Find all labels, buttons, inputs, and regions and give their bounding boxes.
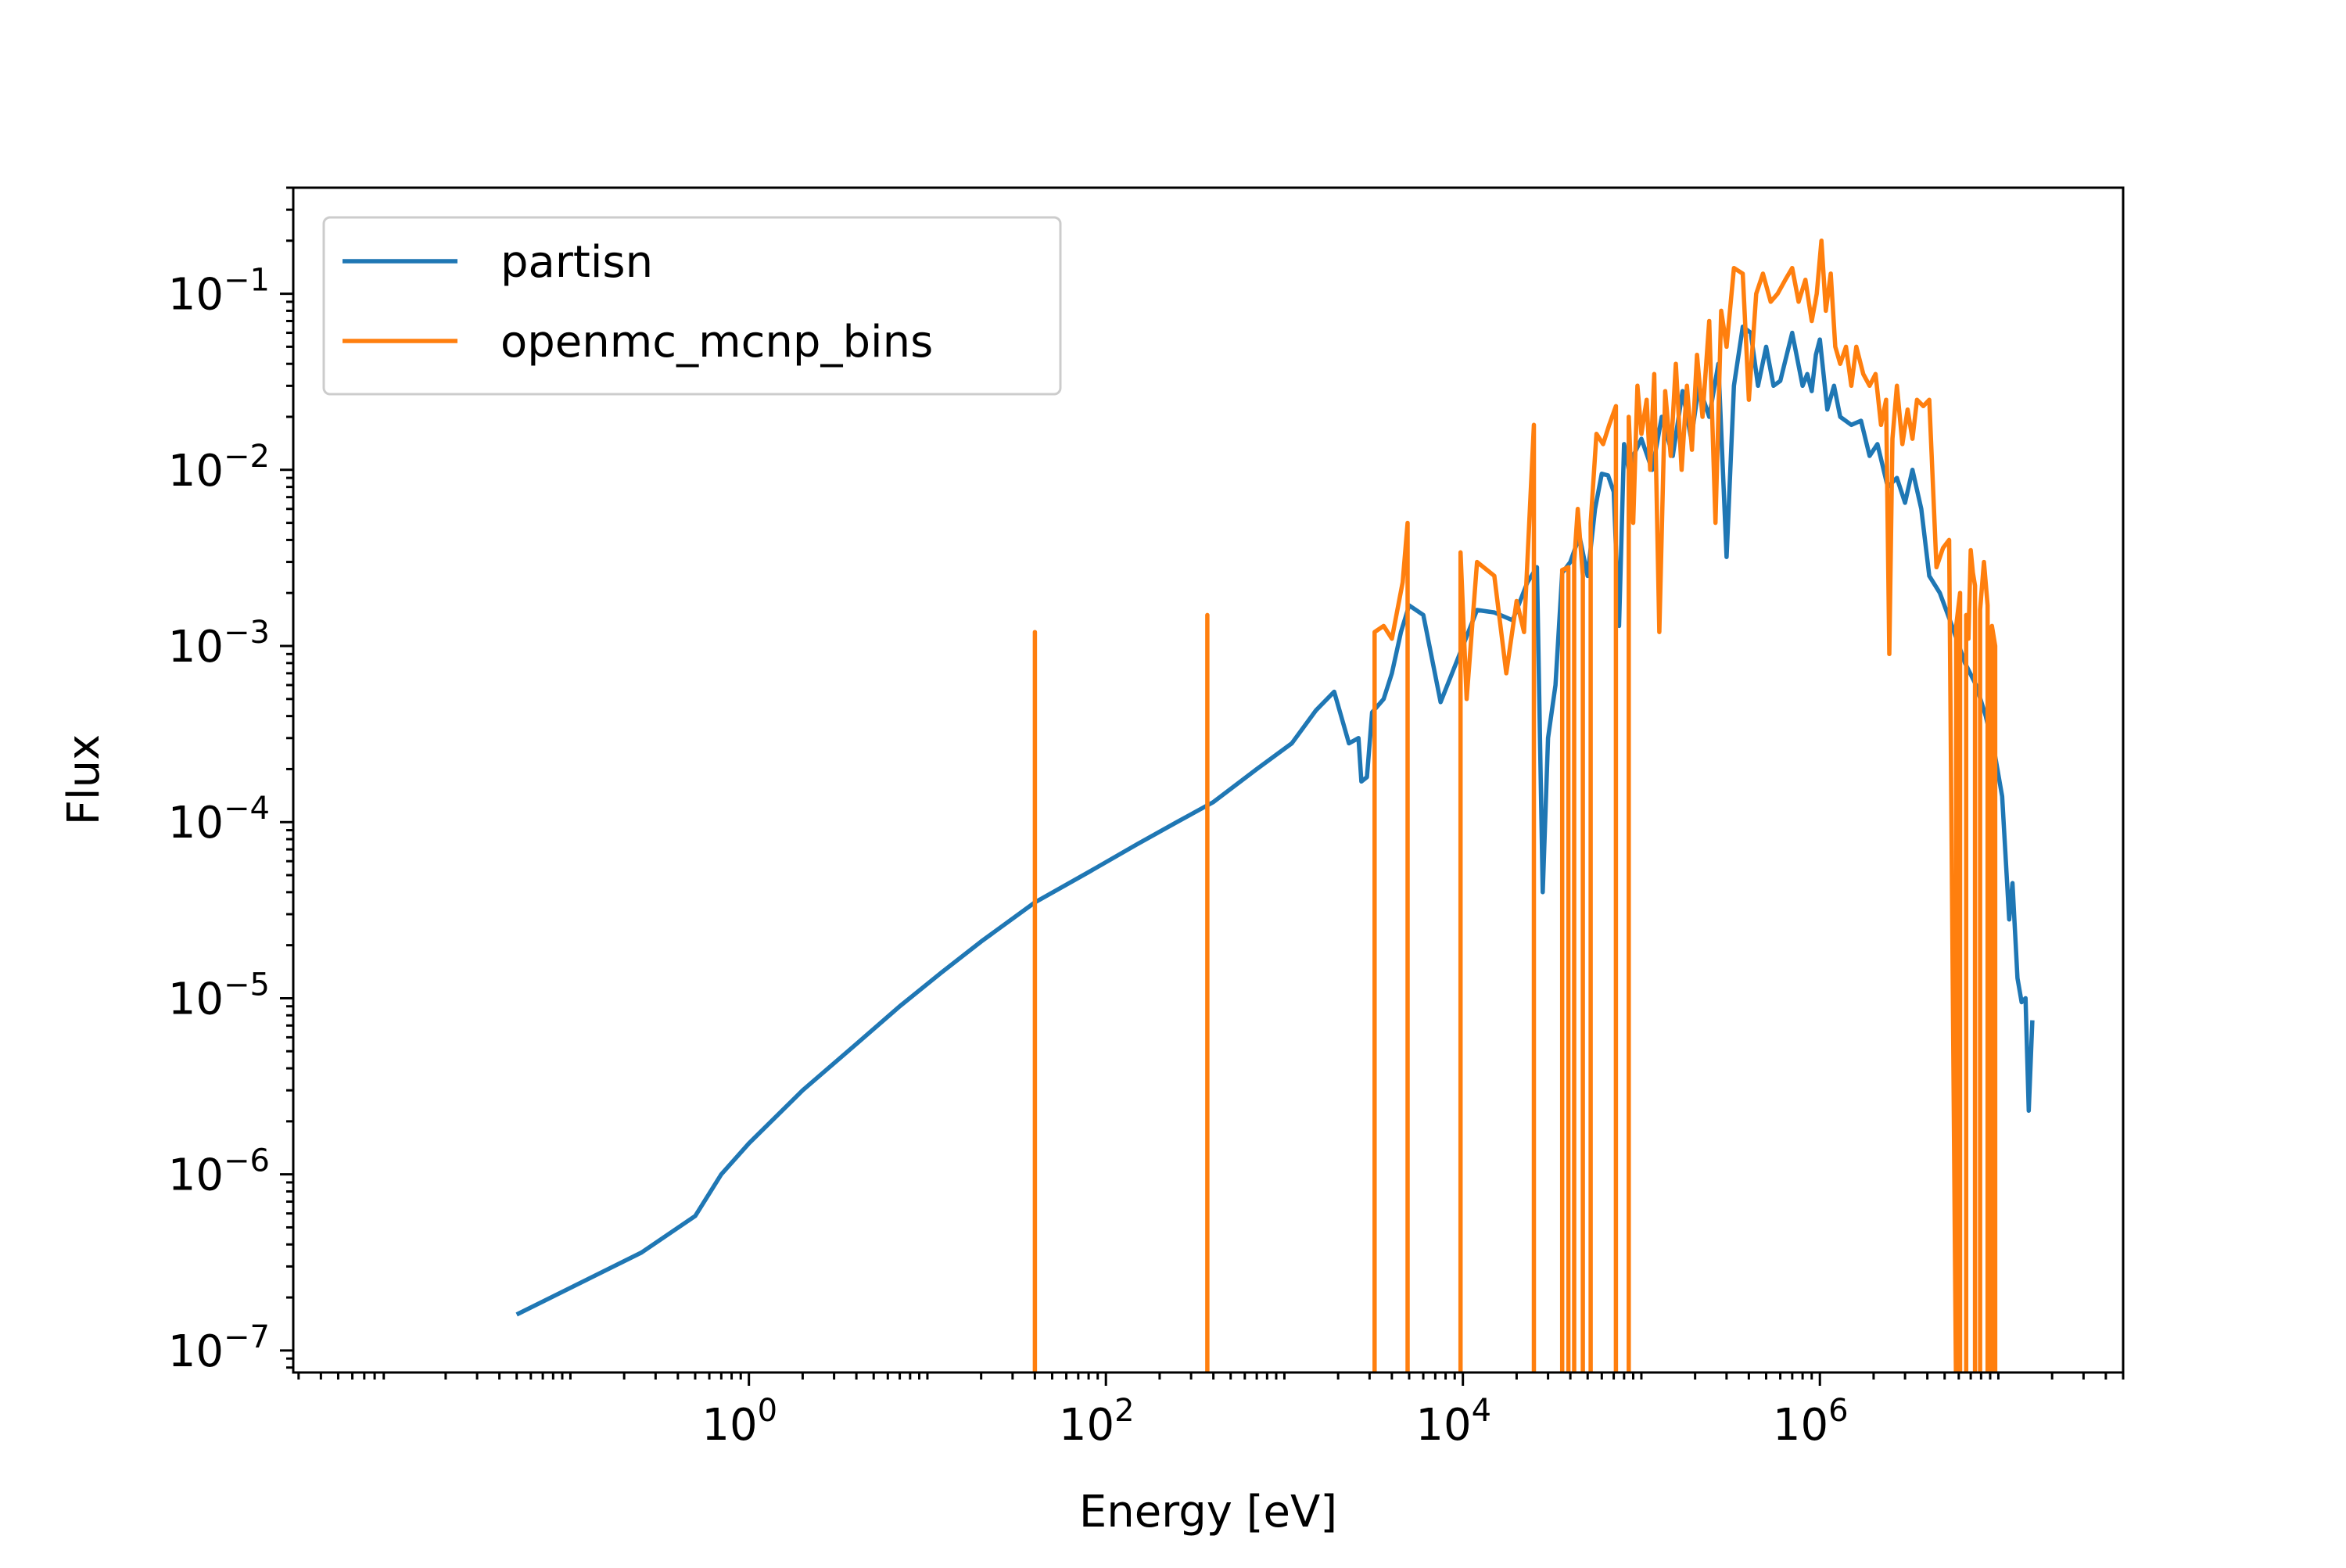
series-layer <box>515 239 2035 1372</box>
y-tick-label: 10−5 <box>168 967 270 1024</box>
x-tick-label: 104 <box>1415 1393 1491 1451</box>
y-tick-label: 10−6 <box>168 1143 270 1201</box>
legend-box <box>322 216 1062 396</box>
legend: partisn openmc_mcnp_bins <box>322 216 1062 396</box>
axis-layer: 100 102 104 106 10−7 10−6 10−5 10−4 10−3 10−2 10−1 <box>168 186 2125 1451</box>
series-line-openmc-mcnp-bins <box>1032 239 1998 1372</box>
x-tick-label: 102 <box>1059 1393 1135 1451</box>
y-tick-label: 10−7 <box>168 1319 270 1377</box>
x-axis-label: Energy [eV] <box>1079 1487 1337 1538</box>
plot-frame <box>292 186 2125 1374</box>
x-tick-label: 100 <box>701 1393 777 1451</box>
y-axis-label: Flux <box>59 734 109 825</box>
y-tick-label: 10−2 <box>168 439 270 497</box>
y-tick-label: 10−3 <box>168 615 270 673</box>
y-tick-label: 10−1 <box>168 263 270 321</box>
legend-label-partisn: partisn <box>500 237 653 288</box>
y-tick-label: 10−4 <box>168 791 270 849</box>
x-tick-label: 106 <box>1773 1393 1849 1451</box>
legend-label-openmc-mcnp-bins: openmc_mcnp_bins <box>500 317 933 368</box>
